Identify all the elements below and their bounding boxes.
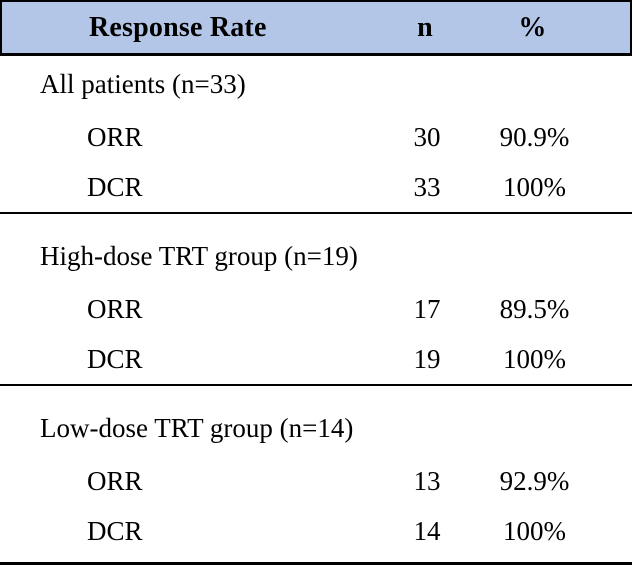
row-pct-value: 90.9% — [499, 121, 570, 152]
row-n-value: 17 — [413, 293, 441, 324]
row-pct-value: 100% — [503, 171, 566, 202]
table-row: DCR 33 100% — [40, 162, 597, 212]
row-n-value: 13 — [413, 465, 441, 496]
row-pct-value: 100% — [503, 515, 566, 546]
row-label: DCR — [87, 515, 143, 546]
header-percent: % — [518, 11, 547, 43]
header-response-rate: Response Rate — [89, 11, 267, 43]
section-title: High-dose TRT group (n=19) — [40, 240, 358, 271]
row-pct-value: 100% — [503, 343, 566, 374]
row-label: ORR — [87, 293, 143, 324]
row-label: ORR — [87, 121, 143, 152]
row-n-value: 19 — [413, 343, 441, 374]
row-n-value: 14 — [413, 515, 441, 546]
table-header-row: Response Rate n % — [0, 0, 632, 56]
row-label: ORR — [87, 465, 143, 496]
section-all-patients: All patients (n=33) ORR 30 90.9% DCR 33 … — [0, 56, 632, 214]
table-row: DCR 14 100% — [40, 506, 597, 556]
row-label: DCR — [87, 343, 143, 374]
section-low-dose-trt: Low-dose TRT group (n=14) ORR 13 92.9% D… — [0, 386, 632, 565]
table-row: DCR 19 100% — [40, 334, 597, 384]
section-title: Low-dose TRT group (n=14) — [40, 412, 354, 443]
table-row: ORR 17 89.5% — [40, 284, 597, 334]
row-n-value: 33 — [413, 171, 441, 202]
table-row: ORR 13 92.9% — [40, 456, 597, 506]
row-label: DCR — [87, 171, 143, 202]
row-pct-value: 89.5% — [499, 293, 570, 324]
section-high-dose-trt: High-dose TRT group (n=19) ORR 17 89.5% … — [0, 214, 632, 386]
header-n: n — [417, 11, 433, 43]
table-row: ORR 30 90.9% — [40, 112, 597, 162]
row-n-value: 30 — [413, 121, 441, 152]
section-title: All patients (n=33) — [40, 68, 246, 99]
row-pct-value: 92.9% — [499, 465, 570, 496]
